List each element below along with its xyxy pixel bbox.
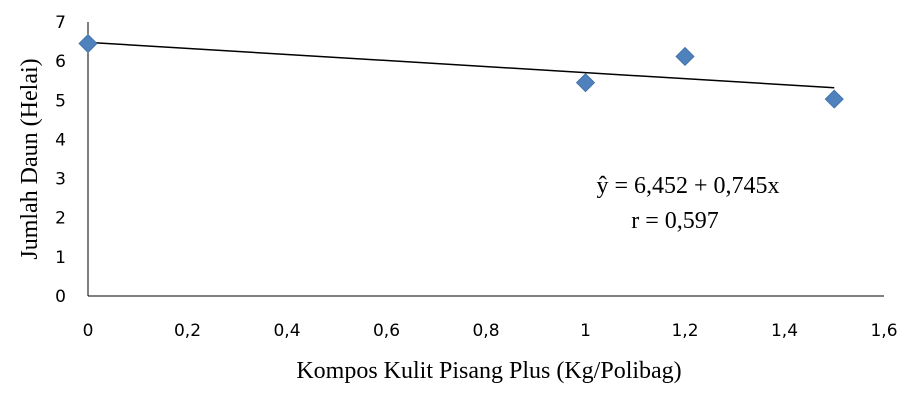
x-tick-label: 1 [580,321,591,341]
correlation-coefficient: r = 0,597 [631,208,719,234]
data-points [78,33,844,109]
x-tick-label: 1,6 [870,321,897,341]
trendline [87,41,835,89]
y-tick-label: 6 [55,52,66,72]
y-axis-title: Jumlah Daun (Helai) [17,58,43,259]
y-tick-label: 1 [55,248,66,268]
data-point [824,89,844,109]
y-tick-label: 3 [55,170,66,190]
x-tick-labels: 0 0,2 0,4 0,6 0,8 1 1,2 1,4 1,6 [83,321,898,341]
x-tick-label: 0,4 [273,321,300,341]
data-point [575,73,596,93]
y-tick-label: 0 [55,287,66,307]
data-point [675,46,695,67]
x-tick-label: 0 [83,321,94,341]
x-tick-label: 0,2 [174,321,201,341]
x-tick-label: 0,6 [373,321,400,341]
x-tick-label: 1,2 [671,321,698,341]
y-tick-label: 5 [55,91,66,111]
y-tick-labels: 0 1 2 3 4 5 6 7 [55,13,66,307]
x-tick-label: 1,4 [771,321,798,341]
y-tick-label: 2 [55,209,66,229]
axes [87,22,884,297]
x-tick-label: 0,8 [472,321,499,341]
x-axis-title: Kompos Kulit Pisang Plus (Kg/Polibag) [296,358,681,384]
regression-equation: ŷ = 6,452 + 0,745x [596,173,779,199]
y-tick-label: 4 [55,130,66,150]
y-tick-label: 7 [55,13,66,33]
data-point [78,33,98,54]
